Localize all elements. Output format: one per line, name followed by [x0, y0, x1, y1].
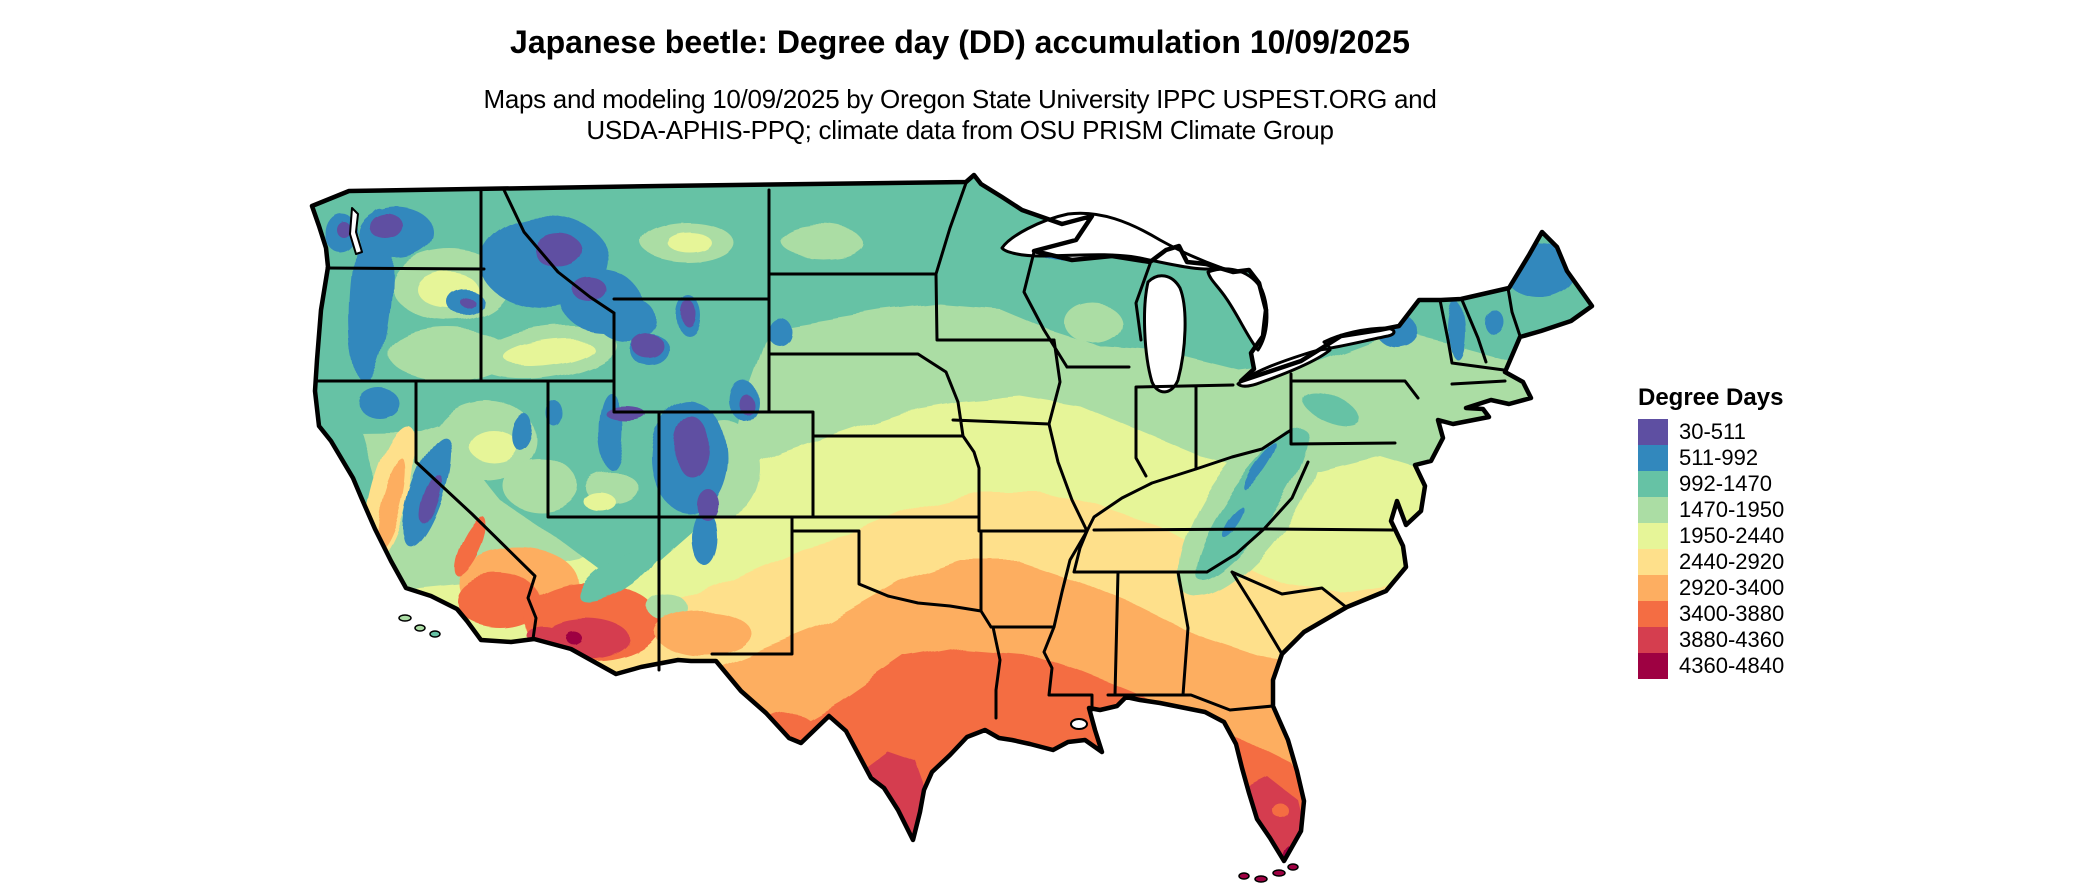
lake-huron	[1206, 267, 1269, 352]
legend-swatch	[1638, 497, 1668, 523]
legend: Degree Days 30-511 511-992 992-1470 1470…	[1638, 384, 1938, 679]
legend-label: 1950-2440	[1679, 523, 1785, 548]
channel-island	[398, 614, 412, 622]
great-lakes	[349, 207, 1396, 730]
florida-key	[1238, 872, 1250, 880]
legend-swatch	[1638, 471, 1668, 497]
subtitle-line-2: USDA-APHIS-PPQ; climate data from OSU PR…	[586, 115, 1334, 145]
legend-item: 992-1470	[1638, 471, 1938, 497]
legend-label: 2440-2920	[1679, 549, 1785, 574]
state-borders	[314, 181, 1522, 720]
legend-swatch	[1638, 601, 1668, 627]
legend-item: 3880-4360	[1638, 627, 1938, 653]
legend-label: 4360-4840	[1679, 653, 1785, 678]
legend-swatch	[1638, 445, 1668, 471]
legend-swatch	[1638, 523, 1668, 549]
map-title: Japanese beetle: Degree day (DD) accumul…	[510, 24, 1410, 60]
legend-label: 2920-3400	[1679, 575, 1785, 600]
legend-item: 1950-2440	[1638, 523, 1938, 549]
us-outline	[309, 172, 1595, 864]
channel-island	[429, 630, 441, 638]
legend-item: 2920-3400	[1638, 575, 1938, 601]
legend-label: 511-992	[1679, 445, 1759, 470]
legend-item: 1470-1950	[1638, 497, 1938, 523]
legend-title: Degree Days	[1638, 384, 1784, 411]
legend-label: 30-511	[1679, 419, 1746, 444]
legend-label: 992-1470	[1679, 471, 1772, 496]
florida-key	[1272, 869, 1286, 877]
legend-label: 3880-4360	[1679, 627, 1785, 652]
legend-item: 511-992	[1638, 445, 1938, 471]
legend-swatch	[1638, 549, 1668, 575]
legend-item: 3400-3880	[1638, 601, 1938, 627]
puget-sound	[349, 207, 363, 255]
us-degree-day-map	[309, 172, 1595, 883]
legend-label: 3400-3880	[1679, 601, 1785, 626]
legend-item: 2440-2920	[1638, 549, 1938, 575]
florida-key	[1254, 875, 1268, 883]
islands	[398, 614, 1299, 883]
legend-swatch	[1638, 627, 1668, 653]
legend-item: 30-511	[1638, 419, 1938, 445]
legend-swatch	[1638, 575, 1668, 601]
legend-label: 1470-1950	[1679, 497, 1785, 522]
legend-swatch	[1638, 653, 1668, 679]
map-subtitle: Maps and modeling 10/09/2025 by Oregon S…	[0, 84, 1920, 146]
legend-item: 4360-4840	[1638, 653, 1938, 679]
channel-island	[414, 624, 426, 632]
subtitle-line-1: Maps and modeling 10/09/2025 by Oregon S…	[483, 84, 1437, 114]
legend-swatch	[1638, 419, 1668, 445]
florida-key	[1287, 863, 1299, 871]
lake-michigan	[1143, 274, 1187, 394]
lake-pontchartrain	[1070, 718, 1088, 730]
